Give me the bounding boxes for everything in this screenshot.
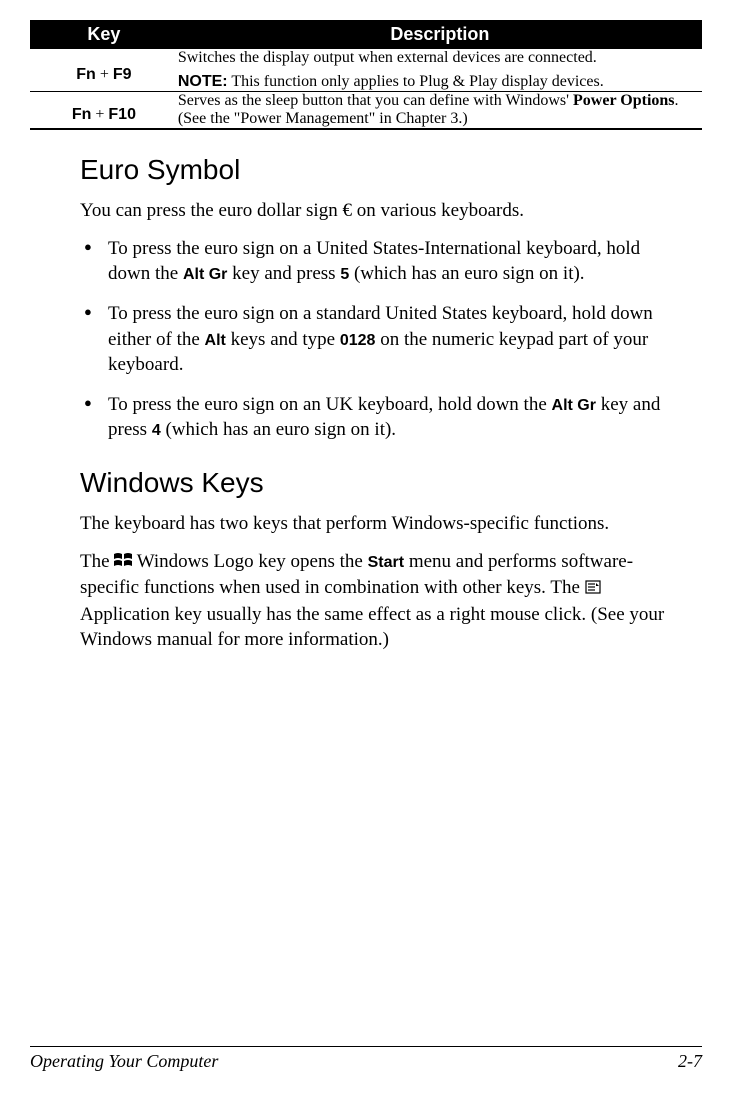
list-item: To press the euro sign on a United State…: [80, 236, 677, 287]
desc-cell: Serves as the sleep button that you can …: [178, 92, 702, 130]
key-name: Alt Gr: [552, 397, 596, 414]
list-item: To press the euro sign on a standard Uni…: [80, 301, 677, 378]
key-join: +: [96, 66, 113, 83]
paragraph: The keyboard has two keys that perform W…: [80, 511, 677, 537]
key-name: 4: [152, 422, 161, 439]
text: Application key usually has the same eff…: [80, 604, 664, 651]
paragraph: You can press the euro dollar sign € on …: [80, 198, 677, 224]
text: The: [80, 551, 114, 572]
euro-symbol-icon: €: [342, 200, 352, 221]
key-name: 0128: [340, 332, 376, 349]
text: key and press: [227, 263, 340, 284]
heading-euro-symbol: Euro Symbol: [80, 154, 677, 186]
th-key: Key: [30, 20, 178, 49]
desc-pre: Serves as the sleep button that you can …: [178, 92, 573, 109]
desc-note: NOTE: This function only applies to Plug…: [178, 73, 702, 91]
text: (which has an euro sign on it).: [349, 263, 584, 284]
desc-line: Switches the display output when externa…: [178, 49, 702, 67]
key-name: 5: [340, 266, 349, 283]
application-key-icon: [585, 576, 601, 602]
text: You can press the euro dollar sign: [80, 200, 342, 221]
desc-cell: Switches the display output when externa…: [178, 49, 702, 92]
list-item: To press the euro sign on an UK keyboard…: [80, 392, 677, 443]
note-label: NOTE:: [178, 73, 228, 90]
bullet-list: To press the euro sign on a United State…: [80, 236, 677, 443]
desc-bold: Power Options: [573, 92, 674, 109]
key-suffix: F10: [108, 106, 136, 123]
key-name: Alt: [205, 332, 226, 349]
key-cell: Fn + F9: [30, 49, 178, 92]
table-header: Key Description: [30, 20, 702, 49]
key-cell: Fn + F10: [30, 92, 178, 130]
table-row: Fn + F10 Serves as the sleep button that…: [30, 92, 702, 130]
page-footer: Operating Your Computer 2-7: [30, 1046, 702, 1072]
key-prefix: Fn: [72, 106, 92, 123]
windows-logo-icon: [114, 550, 132, 576]
key-description-table: Key Description Fn + F9 Switches the dis…: [30, 20, 702, 130]
table-row: Fn + F9 Switches the display output when…: [30, 49, 702, 92]
key-join: +: [91, 106, 108, 123]
key-suffix: F9: [113, 66, 132, 83]
key-name: Alt Gr: [183, 266, 227, 283]
page-number: 2-7: [678, 1051, 702, 1072]
note-text: This function only applies to Plug & Pla…: [228, 73, 604, 90]
text: keys and type: [226, 329, 340, 350]
text: on various keyboards.: [352, 200, 524, 221]
text: Windows Logo key opens the: [132, 551, 367, 572]
text: (which has an euro sign on it).: [161, 419, 396, 440]
text: To press the euro sign on an UK keyboard…: [108, 394, 552, 415]
key-name: Start: [368, 554, 404, 571]
heading-windows-keys: Windows Keys: [80, 467, 677, 499]
footer-title: Operating Your Computer: [30, 1051, 218, 1072]
th-description: Description: [178, 20, 702, 49]
page-content: Euro Symbol You can press the euro dolla…: [30, 154, 702, 653]
paragraph: The Windows Logo key opens the Start men…: [80, 549, 677, 653]
key-prefix: Fn: [76, 66, 96, 83]
